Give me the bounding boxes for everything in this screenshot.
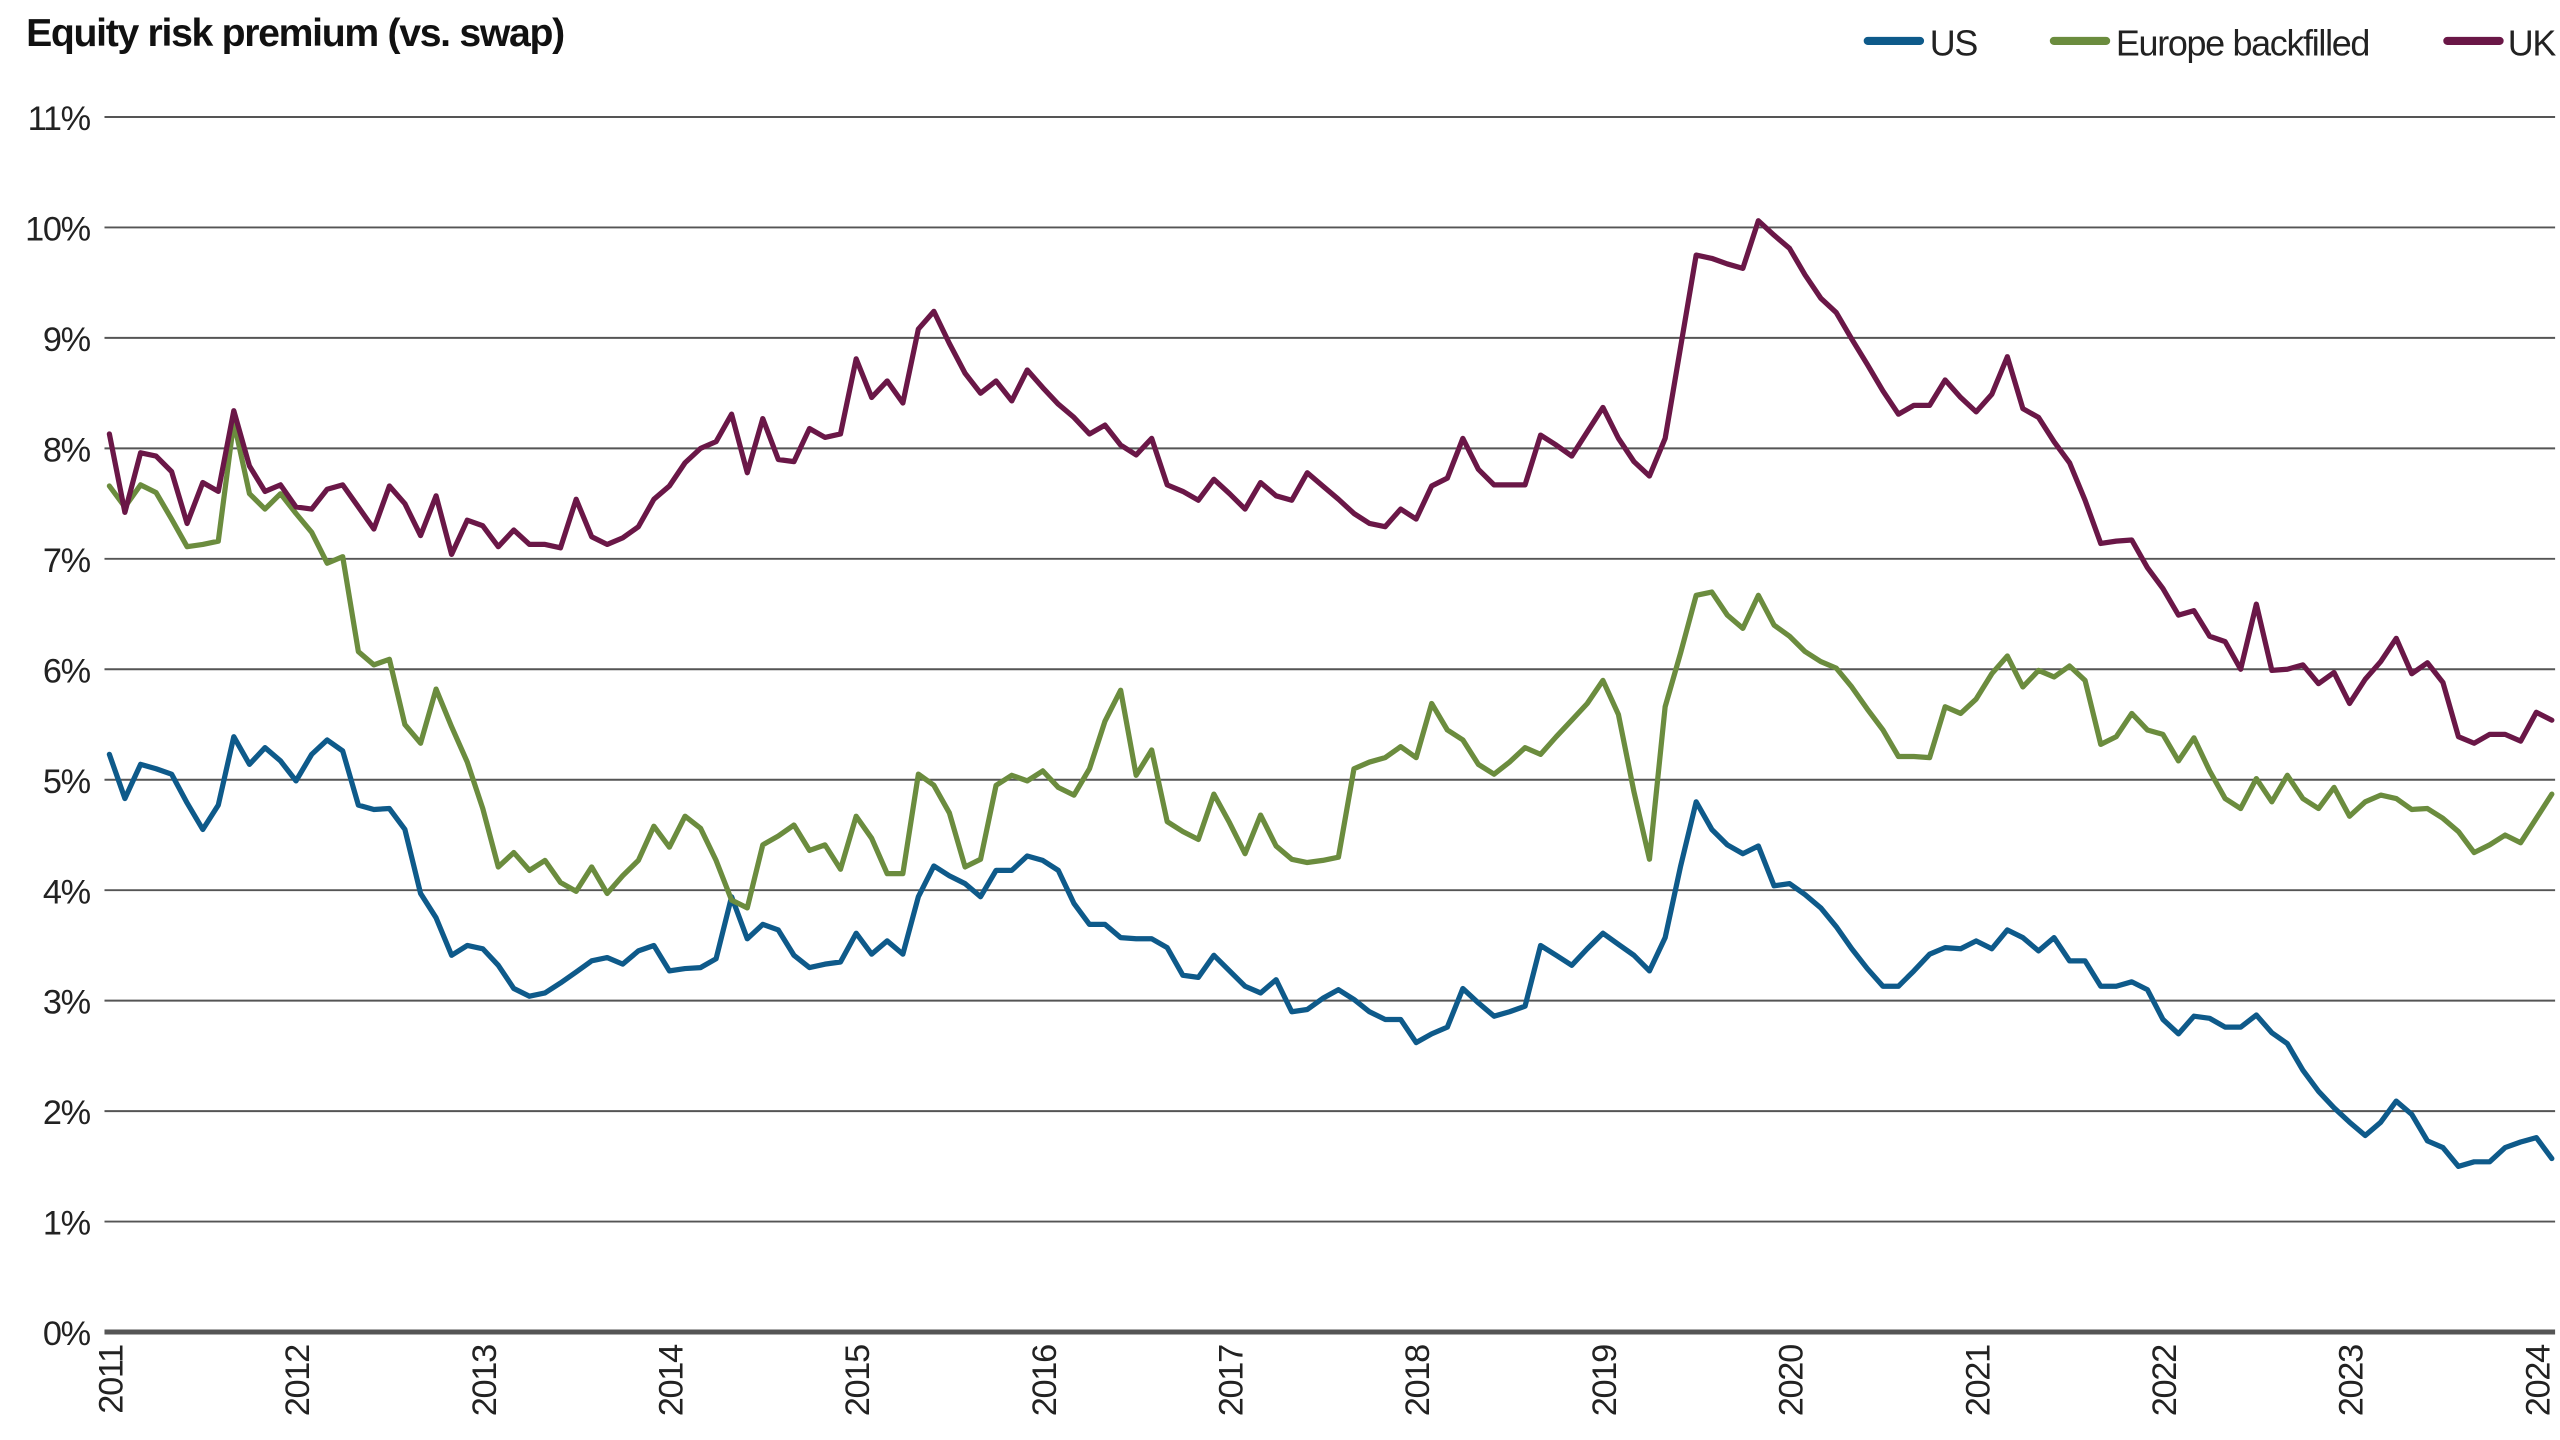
y-tick-label: 2% [43,1094,91,1132]
x-tick-label: 2019 [1586,1345,1624,1416]
legend-label-us: US [1930,23,1978,64]
x-tick-label: 2024 [2519,1344,2557,1416]
x-tick-label: 2015 [839,1345,877,1416]
gridlines [104,116,2556,1335]
y-tick-label: 10% [25,211,90,249]
legend: US Europe backfilled UK [1863,23,2558,64]
y-tick-label: 6% [43,652,91,690]
y-tick-label: 7% [43,542,91,580]
y-tick-label: 4% [43,873,91,911]
y-tick-label: 5% [43,763,91,801]
y-tick-label: 8% [43,431,91,469]
x-tick-label: 2020 [1773,1345,1811,1416]
legend-item-us: US [1863,23,1979,64]
legend-label-europe: Europe backfilled [2116,23,2369,64]
x-tick-label: 2021 [1959,1345,1997,1416]
series-line-europe-backfilled [106,419,2555,911]
x-tick-label: 2023 [2333,1345,2371,1416]
x-tick-label: 2022 [2146,1345,2184,1416]
x-tick-label: 2013 [466,1345,504,1416]
series-line-uk [106,218,2555,746]
y-axis-tick-labels: 0% 1% 2% 3% 4% 5% 6% 7% 8% 9% 10% 11% [25,100,92,1353]
series-line-us [106,734,2555,1170]
legend-label-uk: UK [2508,23,2557,64]
y-tick-label: 11% [28,100,91,138]
x-tick-label: 2017 [1213,1345,1251,1416]
x-tick-label: 2012 [279,1345,317,1416]
legend-item-uk: UK [2443,23,2558,64]
x-tick-label: 2018 [1399,1345,1437,1416]
x-axis-tick-labels: 2011 2012 2013 2014 2015 2016 2017 2018 2019 2020… [92,1344,2557,1416]
y-tick-label: 0% [43,1315,91,1353]
series-lines [106,218,2555,1170]
legend-item-europe: Europe backfilled [2049,23,2370,64]
y-tick-label: 9% [43,321,91,359]
x-tick-label: 2011 [92,1345,130,1414]
y-tick-label: 1% [43,1205,91,1243]
x-tick-label: 2014 [653,1344,691,1416]
x-tick-label: 2016 [1026,1345,1064,1416]
y-tick-label: 3% [43,984,91,1022]
chart-title: Equity risk premium (vs. swap) [26,11,564,55]
